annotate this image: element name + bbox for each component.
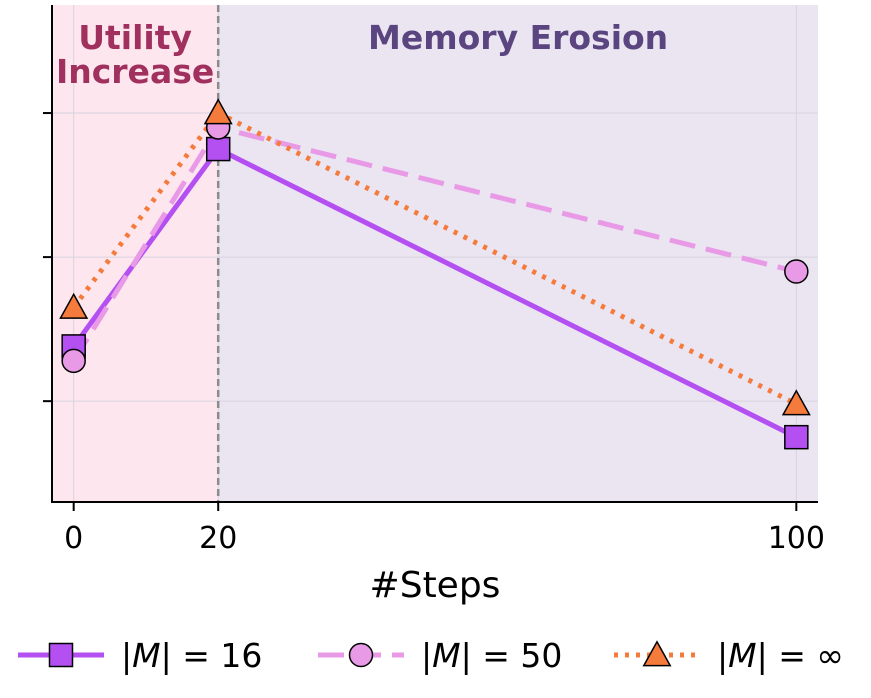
data-point-series-2-x-20 xyxy=(203,98,233,125)
legend-label-1: |M| = 50 xyxy=(421,636,562,675)
legend-marker-0 xyxy=(48,642,74,668)
x-ticks: 0 20 100 xyxy=(64,502,825,556)
legend-label-2: |M| = ∞ xyxy=(717,636,844,675)
data-point-series-1-x-0 xyxy=(61,348,86,374)
x-tick-label: 0 xyxy=(64,521,83,556)
x-tick-label: 20 xyxy=(199,521,237,556)
region-title-0-line-1: Increase xyxy=(56,52,214,91)
region-title-0-line-0: Utility xyxy=(78,18,192,57)
legend-marker-1 xyxy=(348,642,374,668)
legend: |M| = 16 |M| = 50 |M| = ∞ xyxy=(18,636,844,675)
data-point-series-0-x-100 xyxy=(784,424,809,450)
x-tick-label: 100 xyxy=(768,521,825,556)
axes xyxy=(43,5,818,503)
grid-lines xyxy=(52,5,818,502)
region-background-0 xyxy=(52,5,219,502)
data-point-series-0-x-20 xyxy=(205,136,231,162)
legend-marker-2 xyxy=(642,640,672,667)
x-axis-title: #Steps xyxy=(370,565,501,606)
series-markers xyxy=(59,98,811,450)
data-point-series-2-x-0 xyxy=(59,292,89,319)
legend-label-0: |M| = 16 xyxy=(121,636,262,675)
region-title-1-line-0: Memory Erosion xyxy=(368,18,668,57)
data-point-series-2-x-100 xyxy=(781,389,811,416)
data-point-series-1-x-100 xyxy=(784,259,809,284)
